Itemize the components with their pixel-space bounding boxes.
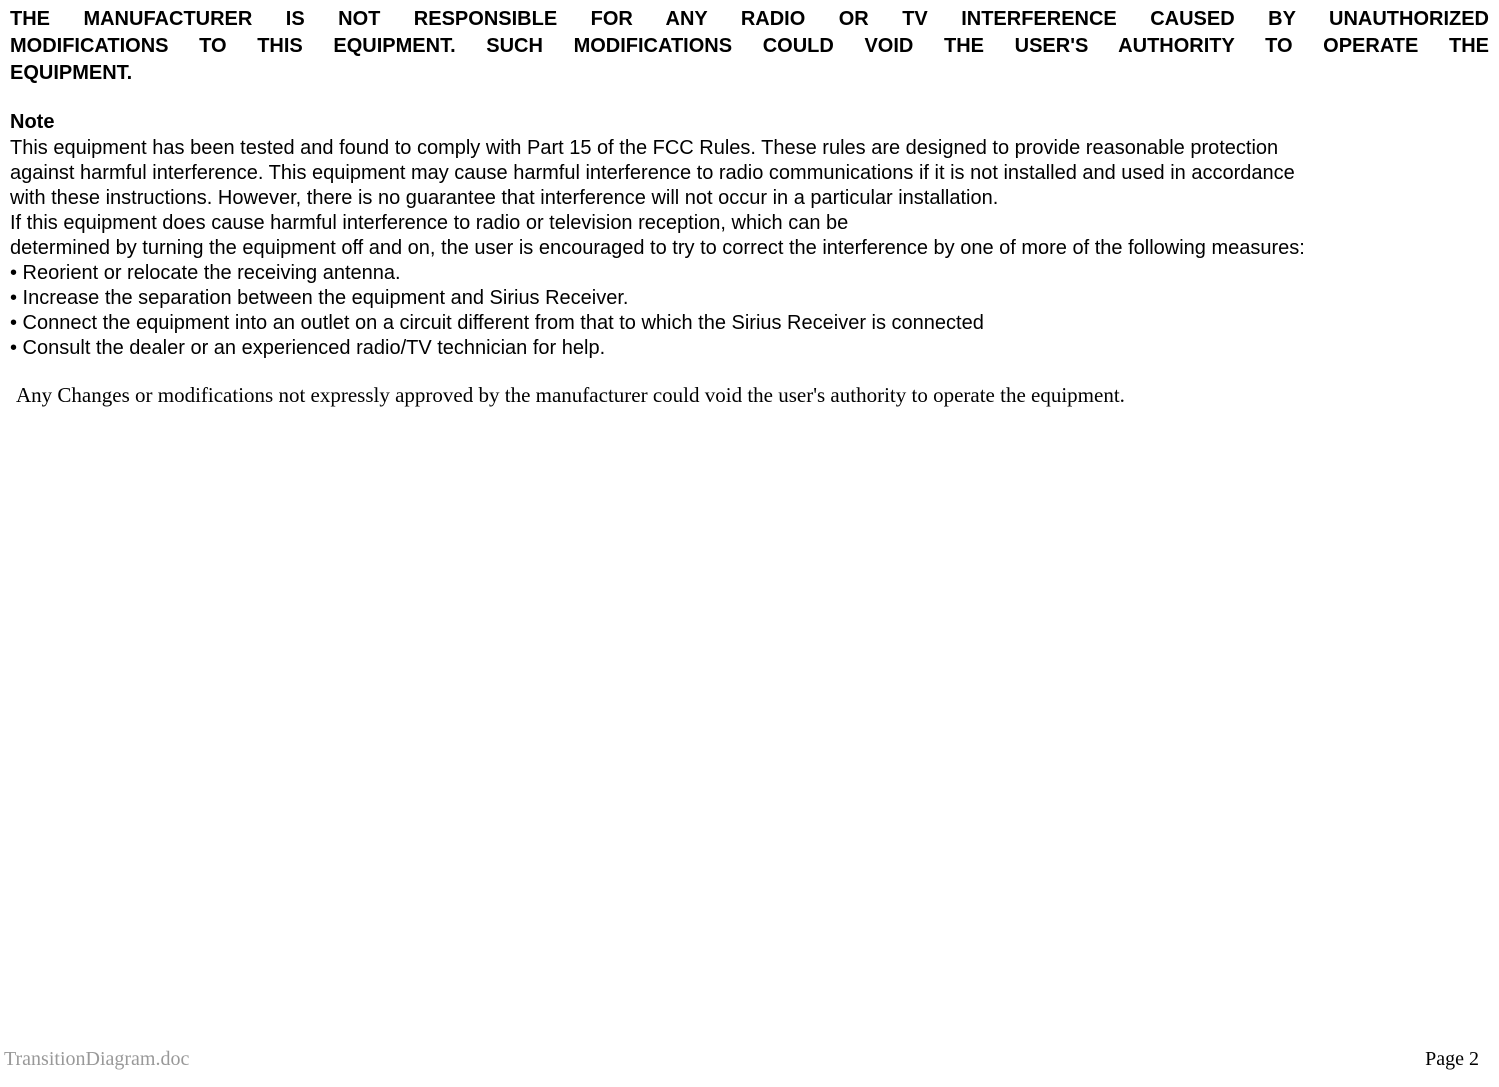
bullet-3: • Connect the equipment into an outlet o…: [10, 311, 1489, 336]
page-footer: TransitionDiagram.doc Page 2: [4, 1048, 1479, 1071]
warning-paragraph: THE MANUFACTURER IS NOT RESPONSIBLE FOR …: [10, 6, 1489, 87]
body-paragraph-2a: If this equipment does cause harmful int…: [10, 211, 1489, 236]
footer-filename: TransitionDiagram.doc: [4, 1048, 189, 1071]
body-paragraph-2b: determined by turning the equipment off …: [10, 236, 1489, 261]
bullet-4: • Consult the dealer or an experienced r…: [10, 336, 1489, 361]
bullet-2: • Increase the separation between the eq…: [10, 286, 1489, 311]
footer-page-number: Page 2: [1425, 1048, 1479, 1071]
bullet-1: • Reorient or relocate the receiving ant…: [10, 261, 1489, 286]
warning-line-1: THE MANUFACTURER IS NOT RESPONSIBLE FOR …: [10, 6, 1489, 33]
warning-line-2: MODIFICATIONS TO THIS EQUIPMENT. SUCH MO…: [10, 33, 1489, 60]
modification-note: Any Changes or modifications not express…: [10, 383, 1489, 408]
note-heading: Note: [10, 111, 1489, 134]
body-paragraph-1a: This equipment has been tested and found…: [10, 136, 1489, 161]
document-content: THE MANUFACTURER IS NOT RESPONSIBLE FOR …: [10, 6, 1489, 408]
body-paragraph-1c: with these instructions. However, there …: [10, 186, 1489, 211]
body-paragraph-1b: against harmful interference. This equip…: [10, 161, 1489, 186]
warning-line-3: EQUIPMENT.: [10, 60, 1489, 87]
